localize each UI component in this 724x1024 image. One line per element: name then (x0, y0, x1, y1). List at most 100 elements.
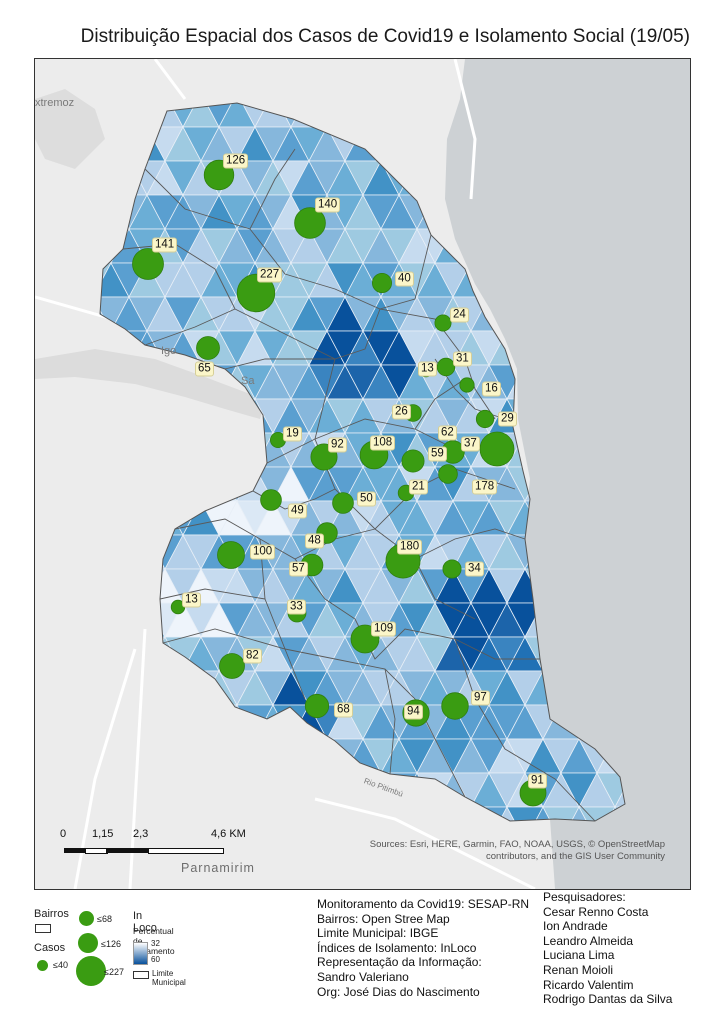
case-count-label: 178 (472, 479, 498, 495)
case-circle[interactable] (436, 357, 456, 377)
map-canvas[interactable] (35, 59, 690, 889)
scale-segment-3 (106, 848, 149, 853)
legend-bairros-label: Bairros (34, 908, 69, 920)
researcher-line: Ricardo Valentim (543, 977, 634, 992)
scale-bar: 0 1,15 2,3 4,6 KM (56, 828, 256, 868)
scale-segment-4 (148, 848, 224, 854)
case-circle[interactable] (371, 272, 392, 293)
lagoon-area (35, 89, 105, 169)
isolation-cell (506, 806, 544, 821)
legend-label-40: ≤40 (53, 960, 68, 970)
legend-inloco-title: In Loco (133, 910, 157, 934)
researcher-line: Pesquisadores: (543, 890, 626, 904)
researcher-line: Rodrigo Dantas da Silva (543, 992, 673, 1007)
researcher-line: Ion Andrade (543, 919, 608, 934)
ocean-area (445, 59, 690, 889)
case-count-label: 26 (392, 404, 411, 420)
map-frame[interactable]: 126 140 141 227 40 24 65 13 31 16 26 29 62 19 92 108 59 3… (34, 58, 691, 890)
case-count-label: 82 (243, 648, 262, 664)
case-count-label: 109 (371, 621, 397, 637)
case-count-label: 21 (409, 479, 428, 495)
credit-line: Sandro Valeriano (317, 969, 409, 984)
legend-limite-swatch (133, 971, 149, 979)
case-count-label: 13 (418, 361, 437, 377)
legend-casos-label: Casos (34, 942, 66, 954)
case-count-label: 65 (195, 361, 214, 377)
case-count-label: 97 (471, 690, 490, 706)
researchers-block: Pesquisadores: Cesar Renno Costa Ion And… (543, 890, 672, 1007)
case-count-label: 59 (428, 446, 447, 462)
river-area (35, 349, 265, 419)
case-circle[interactable] (132, 248, 164, 280)
case-count-label: 108 (370, 435, 396, 451)
case-count-label: 50 (357, 491, 376, 507)
case-circle[interactable] (475, 409, 495, 429)
legend-label-126: ≤126 (101, 939, 121, 949)
place-label-extremoz: xtremoz (35, 97, 75, 109)
case-circle[interactable] (304, 693, 330, 719)
case-count-label: 68 (334, 702, 353, 718)
place-label-igo: Igo (161, 345, 177, 357)
case-circle[interactable] (332, 492, 354, 514)
case-circle[interactable] (294, 207, 326, 239)
case-count-label: 37 (461, 436, 480, 452)
map-attribution: Sources: Esri, HERE, Garmin, FAO, NOAA, … (369, 839, 665, 862)
case-circle[interactable] (442, 559, 462, 579)
scale-tick-2: 2,3 (133, 828, 149, 840)
researcher-line: Luciana Lima (543, 948, 615, 963)
case-count-label: 48 (305, 533, 324, 549)
scale-segment-2 (85, 848, 108, 854)
case-count-label: 29 (498, 411, 517, 427)
case-circle[interactable] (219, 653, 245, 679)
case-circle[interactable] (434, 314, 452, 332)
case-count-label: 19 (283, 426, 302, 442)
case-count-label: 91 (528, 773, 547, 789)
case-count-label: 140 (315, 197, 341, 213)
case-count-label: 13 (182, 592, 201, 608)
case-count-label: 33 (287, 599, 306, 615)
case-count-label: 57 (289, 561, 308, 577)
scale-tick-1: 1,15 (92, 828, 114, 840)
legend-limite-label: Limite Municipal (152, 969, 186, 987)
legend-label-227: ≤227 (104, 967, 124, 977)
place-label-parnamirim: Parnamirim (181, 861, 255, 875)
credit-line: Org: José Dias do Nascimento (317, 984, 480, 999)
case-count-label: 34 (465, 561, 484, 577)
credit-line: Índices de Isolamento: InLoco (317, 940, 477, 955)
credit-line: Representação da Informação: (317, 955, 482, 970)
case-count-label: 92 (328, 437, 347, 453)
case-circle[interactable] (401, 449, 425, 473)
credit-line: Limite Municipal: IBGE (317, 926, 439, 941)
case-circle[interactable] (260, 489, 282, 511)
case-count-label: 180 (397, 539, 423, 555)
case-circle[interactable] (217, 541, 245, 569)
credits-block: Monitoramento da Covid19: SESAP-RN Bairr… (317, 897, 529, 999)
legend-circle-68 (79, 911, 94, 926)
place-label-sa: Sa (241, 375, 255, 387)
case-circle[interactable] (479, 431, 515, 467)
case-count-label: 141 (152, 237, 178, 253)
legend-inloco-subtitle: Percentual de Isolamento (133, 926, 175, 956)
case-circle[interactable] (236, 273, 276, 313)
case-count-label: 227 (257, 267, 283, 283)
legend-label-68: ≤68 (97, 914, 112, 924)
case-circle[interactable] (441, 692, 469, 720)
scale-tick-3: 4,6 KM (211, 828, 246, 840)
legend-ramp-low: 60 (151, 955, 160, 964)
scale-segment-1 (64, 848, 86, 853)
case-count-label: 100 (250, 544, 276, 560)
isolation-cell (542, 806, 580, 821)
case-circles (132, 159, 547, 807)
legend-circle-126 (78, 933, 98, 953)
case-count-label: 126 (223, 153, 249, 169)
legend-bairros-swatch (35, 924, 51, 933)
legend-circle-40 (37, 960, 48, 971)
case-count-label: 24 (450, 307, 469, 323)
case-circle[interactable] (459, 377, 475, 393)
researcher-line: Renan Moioli (543, 962, 614, 977)
case-circle[interactable] (438, 464, 458, 484)
legend-circle-227 (76, 956, 106, 986)
legend-ramp (133, 942, 148, 965)
case-circle[interactable] (196, 336, 220, 360)
case-count-label: 16 (482, 381, 501, 397)
